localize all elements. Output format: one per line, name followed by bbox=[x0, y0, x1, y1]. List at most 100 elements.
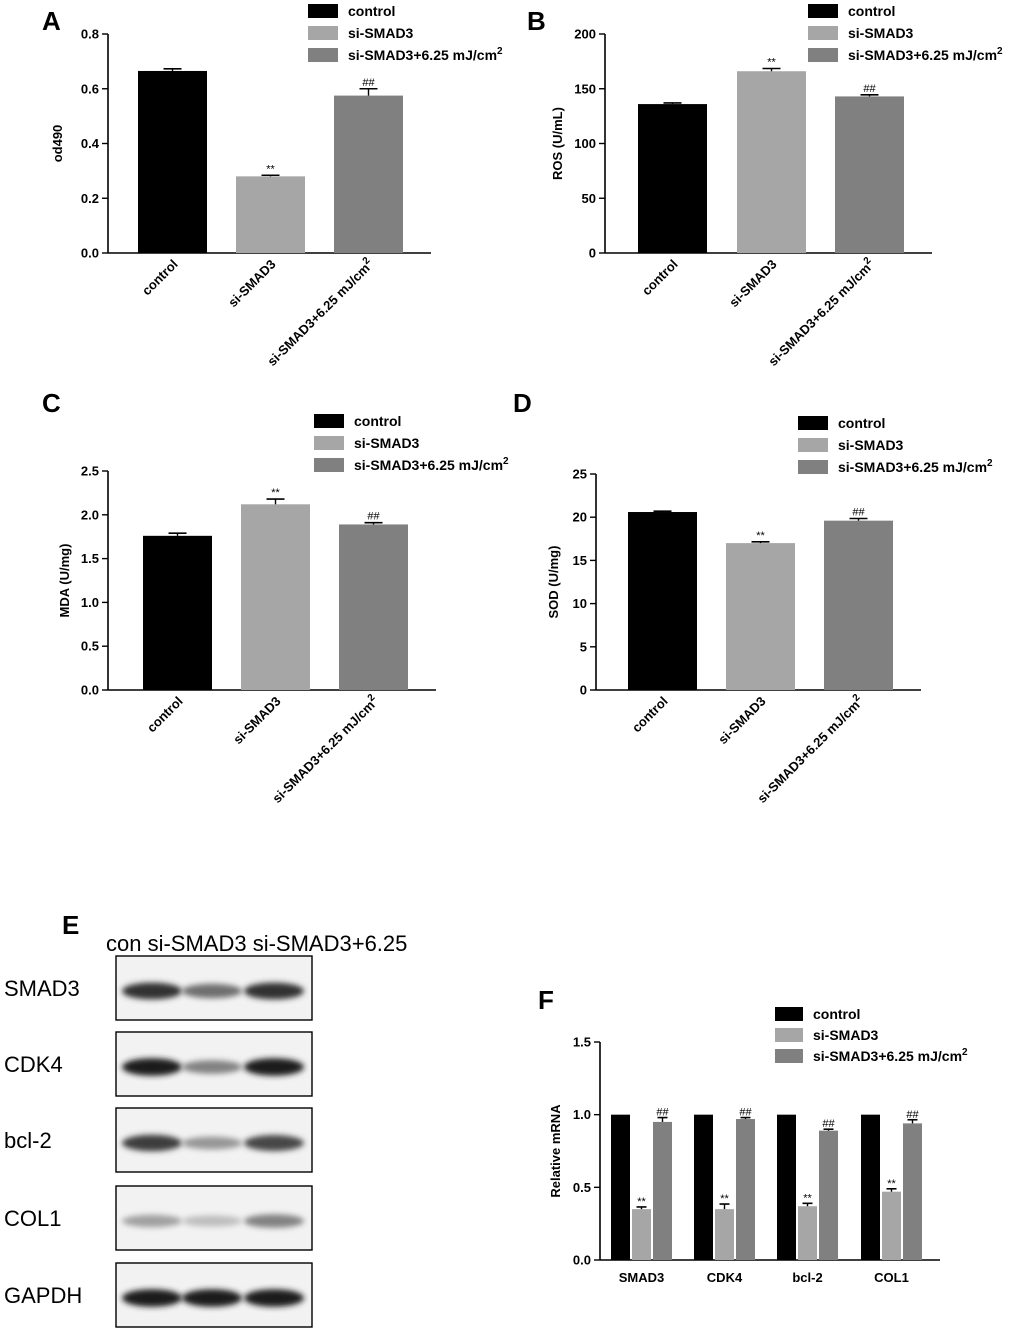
bar bbox=[334, 95, 403, 253]
bar bbox=[611, 1114, 630, 1260]
bar bbox=[236, 176, 305, 253]
y-tick-label: 0.5 bbox=[573, 1180, 591, 1195]
bar bbox=[882, 1191, 901, 1260]
legend-label: si-SMAD3+6.25 mJ/cm2 bbox=[348, 46, 503, 63]
bar bbox=[241, 504, 310, 690]
legend-swatch bbox=[308, 48, 338, 62]
significance-label: ** bbox=[637, 1196, 646, 1208]
significance-label: ## bbox=[822, 1118, 835, 1130]
legend-label: si-SMAD3 bbox=[354, 435, 420, 451]
blot-band bbox=[244, 982, 304, 1000]
legend-swatch bbox=[808, 26, 838, 40]
x-tick-label: si-SMAD3+6.25 mJ/cm2 bbox=[764, 255, 878, 369]
y-tick-label: 2.5 bbox=[81, 464, 99, 479]
significance-label: ## bbox=[656, 1107, 669, 1119]
bar bbox=[653, 1121, 672, 1260]
blot-band bbox=[244, 1214, 304, 1228]
legend-label: si-SMAD3 bbox=[348, 25, 414, 41]
blot-band bbox=[244, 1289, 304, 1307]
significance-label: ** bbox=[756, 530, 765, 542]
legend-swatch bbox=[798, 438, 828, 452]
blot-band bbox=[182, 983, 242, 999]
x-tick-label: CDK4 bbox=[707, 1270, 743, 1285]
significance-label: ** bbox=[266, 163, 275, 175]
x-tick-label: si-SMAD3+6.25 mJ/cm2 bbox=[268, 692, 382, 806]
y-tick-label: 0.5 bbox=[81, 639, 99, 654]
x-tick-label: bcl-2 bbox=[792, 1270, 822, 1285]
bar bbox=[632, 1209, 651, 1260]
bar bbox=[903, 1123, 922, 1260]
panel-f: F 0.0 0.5 1.0 1.5 Relative mRNA control si-SMAD… bbox=[538, 985, 968, 1285]
y-tick-label: 0.8 bbox=[81, 27, 99, 42]
x-tick-label: si-SMAD3+6.25 mJ/cm2 bbox=[263, 255, 377, 369]
y-tick-label: 200 bbox=[574, 27, 596, 42]
y-axis-label: Relative mRNA bbox=[548, 1104, 563, 1198]
legend-swatch bbox=[314, 458, 344, 472]
bar bbox=[736, 1119, 755, 1260]
x-tick-label: control bbox=[144, 694, 186, 736]
significance-label: ## bbox=[739, 1107, 752, 1119]
blot-band bbox=[182, 1136, 242, 1150]
bar bbox=[143, 535, 212, 690]
bar bbox=[138, 70, 207, 253]
y-tick-label: 50 bbox=[582, 191, 596, 206]
y-tick-label: 0.2 bbox=[81, 191, 99, 206]
legend-swatch bbox=[775, 1007, 803, 1021]
y-tick-label: 0 bbox=[589, 246, 596, 261]
y-tick-label: 1.5 bbox=[81, 551, 99, 566]
legend-swatch bbox=[775, 1028, 803, 1042]
x-tick-label: SMAD3 bbox=[619, 1270, 665, 1285]
blot-band bbox=[122, 1214, 182, 1228]
legend-swatch bbox=[308, 4, 338, 18]
x-tick-label: control bbox=[139, 257, 181, 299]
x-tick-label: COL1 bbox=[874, 1270, 909, 1285]
y-tick-label: 0.6 bbox=[81, 81, 99, 96]
panel-letter: E bbox=[62, 910, 79, 940]
bar bbox=[339, 524, 408, 690]
bar bbox=[824, 520, 893, 690]
x-tick-label: si-SMAD3 bbox=[726, 257, 780, 311]
blot-band bbox=[122, 1289, 182, 1307]
y-tick-label: 100 bbox=[574, 136, 596, 151]
bar bbox=[835, 96, 904, 253]
significance-label: ** bbox=[803, 1192, 812, 1204]
legend-label: si-SMAD3 bbox=[838, 437, 904, 453]
y-tick-label: 10 bbox=[573, 596, 587, 611]
significance-label: ## bbox=[863, 83, 876, 95]
y-tick-label: 1.0 bbox=[573, 1107, 591, 1122]
y-tick-label: 0 bbox=[580, 683, 587, 698]
significance-label: ## bbox=[906, 1109, 919, 1121]
blot-band bbox=[244, 1058, 304, 1076]
y-tick-label: 15 bbox=[573, 553, 587, 568]
y-tick-label: 0.4 bbox=[81, 136, 100, 151]
y-tick-label: 150 bbox=[574, 81, 596, 96]
y-tick-label: 0.0 bbox=[81, 246, 99, 261]
legend-label: si-SMAD3+6.25 mJ/cm2 bbox=[838, 458, 993, 475]
bar bbox=[737, 71, 806, 253]
y-tick-label: 20 bbox=[573, 510, 587, 525]
legend-label: control bbox=[848, 3, 895, 19]
y-axis-label: MDA (U/mg) bbox=[57, 544, 72, 618]
significance-label: ## bbox=[852, 506, 865, 518]
legend-swatch bbox=[808, 48, 838, 62]
x-tick-label: control bbox=[639, 257, 681, 299]
x-tick-label: si-SMAD3+6.25 mJ/cm2 bbox=[753, 692, 867, 806]
bar bbox=[715, 1209, 734, 1260]
legend-swatch bbox=[308, 26, 338, 40]
blot-band bbox=[122, 1058, 182, 1076]
blot-row-label: CDK4 bbox=[4, 1052, 63, 1077]
bar bbox=[819, 1130, 838, 1260]
blot-row-label: COL1 bbox=[4, 1206, 61, 1231]
legend-swatch bbox=[314, 414, 344, 428]
legend-swatch bbox=[798, 460, 828, 474]
blot-band bbox=[182, 1289, 242, 1307]
x-tick-label: si-SMAD3 bbox=[225, 257, 279, 311]
x-tick-label: si-SMAD3 bbox=[715, 694, 769, 748]
legend-label: si-SMAD3 bbox=[848, 25, 914, 41]
significance-label: ** bbox=[767, 56, 776, 68]
panel-letter: C bbox=[42, 388, 61, 418]
legend-label: control bbox=[813, 1006, 860, 1022]
